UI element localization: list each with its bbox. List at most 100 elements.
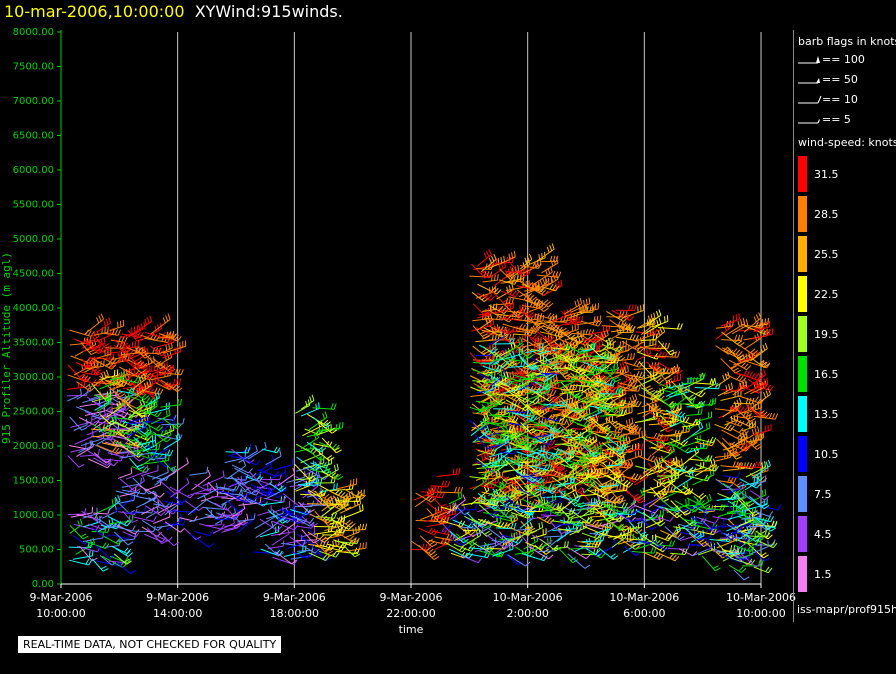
wind-barb [744, 331, 763, 350]
wind-barb [162, 417, 182, 430]
wind-barb [131, 373, 147, 391]
wind-barb [271, 525, 296, 537]
wind-barb [130, 386, 145, 402]
wind-barb [230, 502, 246, 519]
x-tick-time: 10:00:00 [736, 607, 785, 620]
wind-barb [262, 446, 281, 454]
wind-barb [115, 560, 136, 575]
wind-barb [657, 323, 683, 330]
wind-barb [469, 352, 488, 367]
wind-barb [151, 466, 169, 480]
x-tick-time: 2:00:00 [506, 607, 548, 620]
wind-barb [307, 468, 329, 480]
wind-barb [418, 545, 440, 560]
wind-barb [118, 508, 138, 515]
wind-barb [715, 321, 732, 340]
wind-barb [109, 319, 125, 332]
wind-barb [297, 522, 315, 529]
y-tick-label: 6500.00 [13, 131, 54, 142]
wind-barb [74, 430, 94, 445]
wind-barb [444, 541, 467, 553]
y-tick-label: 0.00 [32, 579, 54, 590]
wind-barb [278, 503, 296, 517]
wind-barb [67, 388, 82, 402]
wind-barb [294, 463, 317, 482]
wind-barb [76, 512, 99, 519]
wind-barb [127, 475, 145, 493]
wind-barb [483, 541, 503, 558]
x-tick-date: 9-Mar-2006 [30, 591, 93, 604]
wind-speed-color-scale: 31.5 28.5 25.5 22.5 19.5 16.5 13.5 10.5 7.5 4.5 1.… [798, 156, 839, 592]
wind-barb [107, 516, 132, 527]
flag-100-label: == 100 [822, 53, 865, 66]
wind-barb [543, 529, 567, 538]
wind-barb [314, 476, 337, 484]
wind-barb [226, 460, 247, 480]
y-tick-label: 1500.00 [13, 476, 54, 487]
wind-barb [109, 408, 127, 423]
wind-barb [301, 529, 320, 544]
wind-barb [158, 531, 180, 547]
wind-barb [495, 522, 517, 530]
wind-barb [86, 396, 112, 412]
color-scale-label: 22.5 [814, 288, 839, 301]
wind-barb [160, 379, 183, 393]
wind-barb [231, 464, 253, 474]
wind-barb [150, 409, 171, 425]
y-tick-label: 2000.00 [13, 441, 54, 452]
wind-barb [648, 417, 666, 426]
wind-barb [189, 533, 214, 548]
wind-barb [680, 446, 700, 467]
wind-barb [69, 524, 89, 540]
wind-barb [297, 518, 315, 527]
wind-barb [733, 397, 755, 405]
wind-barb [430, 480, 451, 488]
wind-barb [144, 391, 161, 408]
color-scale-swatch [798, 396, 807, 432]
wind-barb [146, 527, 168, 545]
wind-barb [477, 515, 498, 527]
x-axis-label: time [399, 623, 424, 636]
wind-barb [96, 498, 117, 514]
wind-barb [126, 506, 147, 514]
color-scale-swatch [798, 356, 807, 392]
x-tick-time: 18:00:00 [270, 607, 319, 620]
x-tick-date: 10-Mar-2006 [609, 591, 679, 604]
wind-barb [156, 517, 180, 529]
wind-barb [67, 364, 89, 382]
wind-barb [154, 467, 175, 486]
wind-barb [312, 403, 337, 410]
wind-barb [122, 531, 140, 538]
wind-barb [162, 378, 182, 387]
wind-barb [606, 311, 628, 318]
wind-barb [482, 516, 502, 529]
y-tick-label: 4000.00 [13, 303, 54, 314]
wind-barb [140, 420, 164, 432]
wind-barb [131, 315, 153, 335]
wind-barb [189, 466, 209, 476]
wind-barb [97, 317, 112, 333]
wind-barb [286, 534, 303, 544]
y-tick-label: 7500.00 [13, 62, 54, 73]
wind-barb [749, 490, 770, 501]
wind-barb [125, 440, 145, 449]
source-label: iss-mapr/prof915h [797, 603, 896, 616]
wind-barb [312, 489, 335, 502]
wind-barb [274, 458, 294, 471]
wind-barb [413, 485, 436, 501]
wind-barb [82, 531, 104, 542]
wind-barb [344, 523, 368, 532]
wind-barb [715, 371, 731, 388]
wind-barb [162, 340, 187, 354]
wind-barb [267, 540, 285, 549]
wind-barb [274, 551, 297, 565]
wind-barb [134, 347, 162, 355]
wind-speed-title: wind-speed: knots [798, 136, 896, 149]
wind-barb [146, 442, 169, 460]
wind-barb [199, 523, 225, 530]
wind-barb [193, 530, 214, 537]
wind-barb [343, 542, 367, 553]
x-tick-date: 9-Mar-2006 [380, 591, 443, 604]
wind-barb [69, 443, 93, 450]
wind-barb [237, 513, 256, 522]
